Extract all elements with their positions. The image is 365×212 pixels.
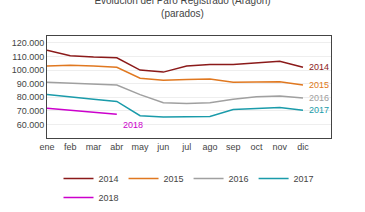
svg-text:110.000: 110.000: [12, 52, 44, 62]
svg-text:2014: 2014: [309, 62, 329, 72]
svg-text:60.000: 60.000: [17, 120, 45, 130]
svg-text:2017: 2017: [309, 105, 329, 115]
svg-text:mar: mar: [86, 142, 102, 152]
svg-text:abr: abr: [110, 142, 123, 152]
svg-text:Evolución del Paro Registrado: Evolución del Paro Registrado (Aragón)(p…: [94, 0, 270, 19]
svg-text:jul: jul: [181, 142, 191, 152]
svg-text:feb: feb: [64, 142, 77, 152]
svg-text:sep: sep: [226, 142, 241, 152]
svg-text:100.000: 100.000: [12, 65, 45, 75]
svg-text:2015: 2015: [309, 80, 329, 90]
svg-text:dic: dic: [297, 142, 309, 152]
svg-text:jun: jun: [156, 142, 169, 152]
svg-text:2016: 2016: [309, 93, 329, 103]
svg-text:oct: oct: [250, 142, 263, 152]
svg-text:2018: 2018: [99, 193, 119, 203]
svg-text:2018: 2018: [123, 120, 143, 130]
svg-text:70.000: 70.000: [17, 106, 45, 116]
svg-text:2016: 2016: [229, 174, 249, 184]
svg-text:2017: 2017: [294, 174, 314, 184]
svg-text:may: may: [132, 142, 150, 152]
svg-text:80.000: 80.000: [17, 92, 45, 102]
svg-text:nov: nov: [272, 142, 287, 152]
svg-text:90.000: 90.000: [17, 79, 45, 89]
svg-text:ene: ene: [39, 142, 54, 152]
svg-text:ago: ago: [202, 142, 217, 152]
svg-text:2014: 2014: [99, 174, 119, 184]
svg-text:2015: 2015: [164, 174, 184, 184]
svg-text:120.000: 120.000: [12, 38, 45, 48]
